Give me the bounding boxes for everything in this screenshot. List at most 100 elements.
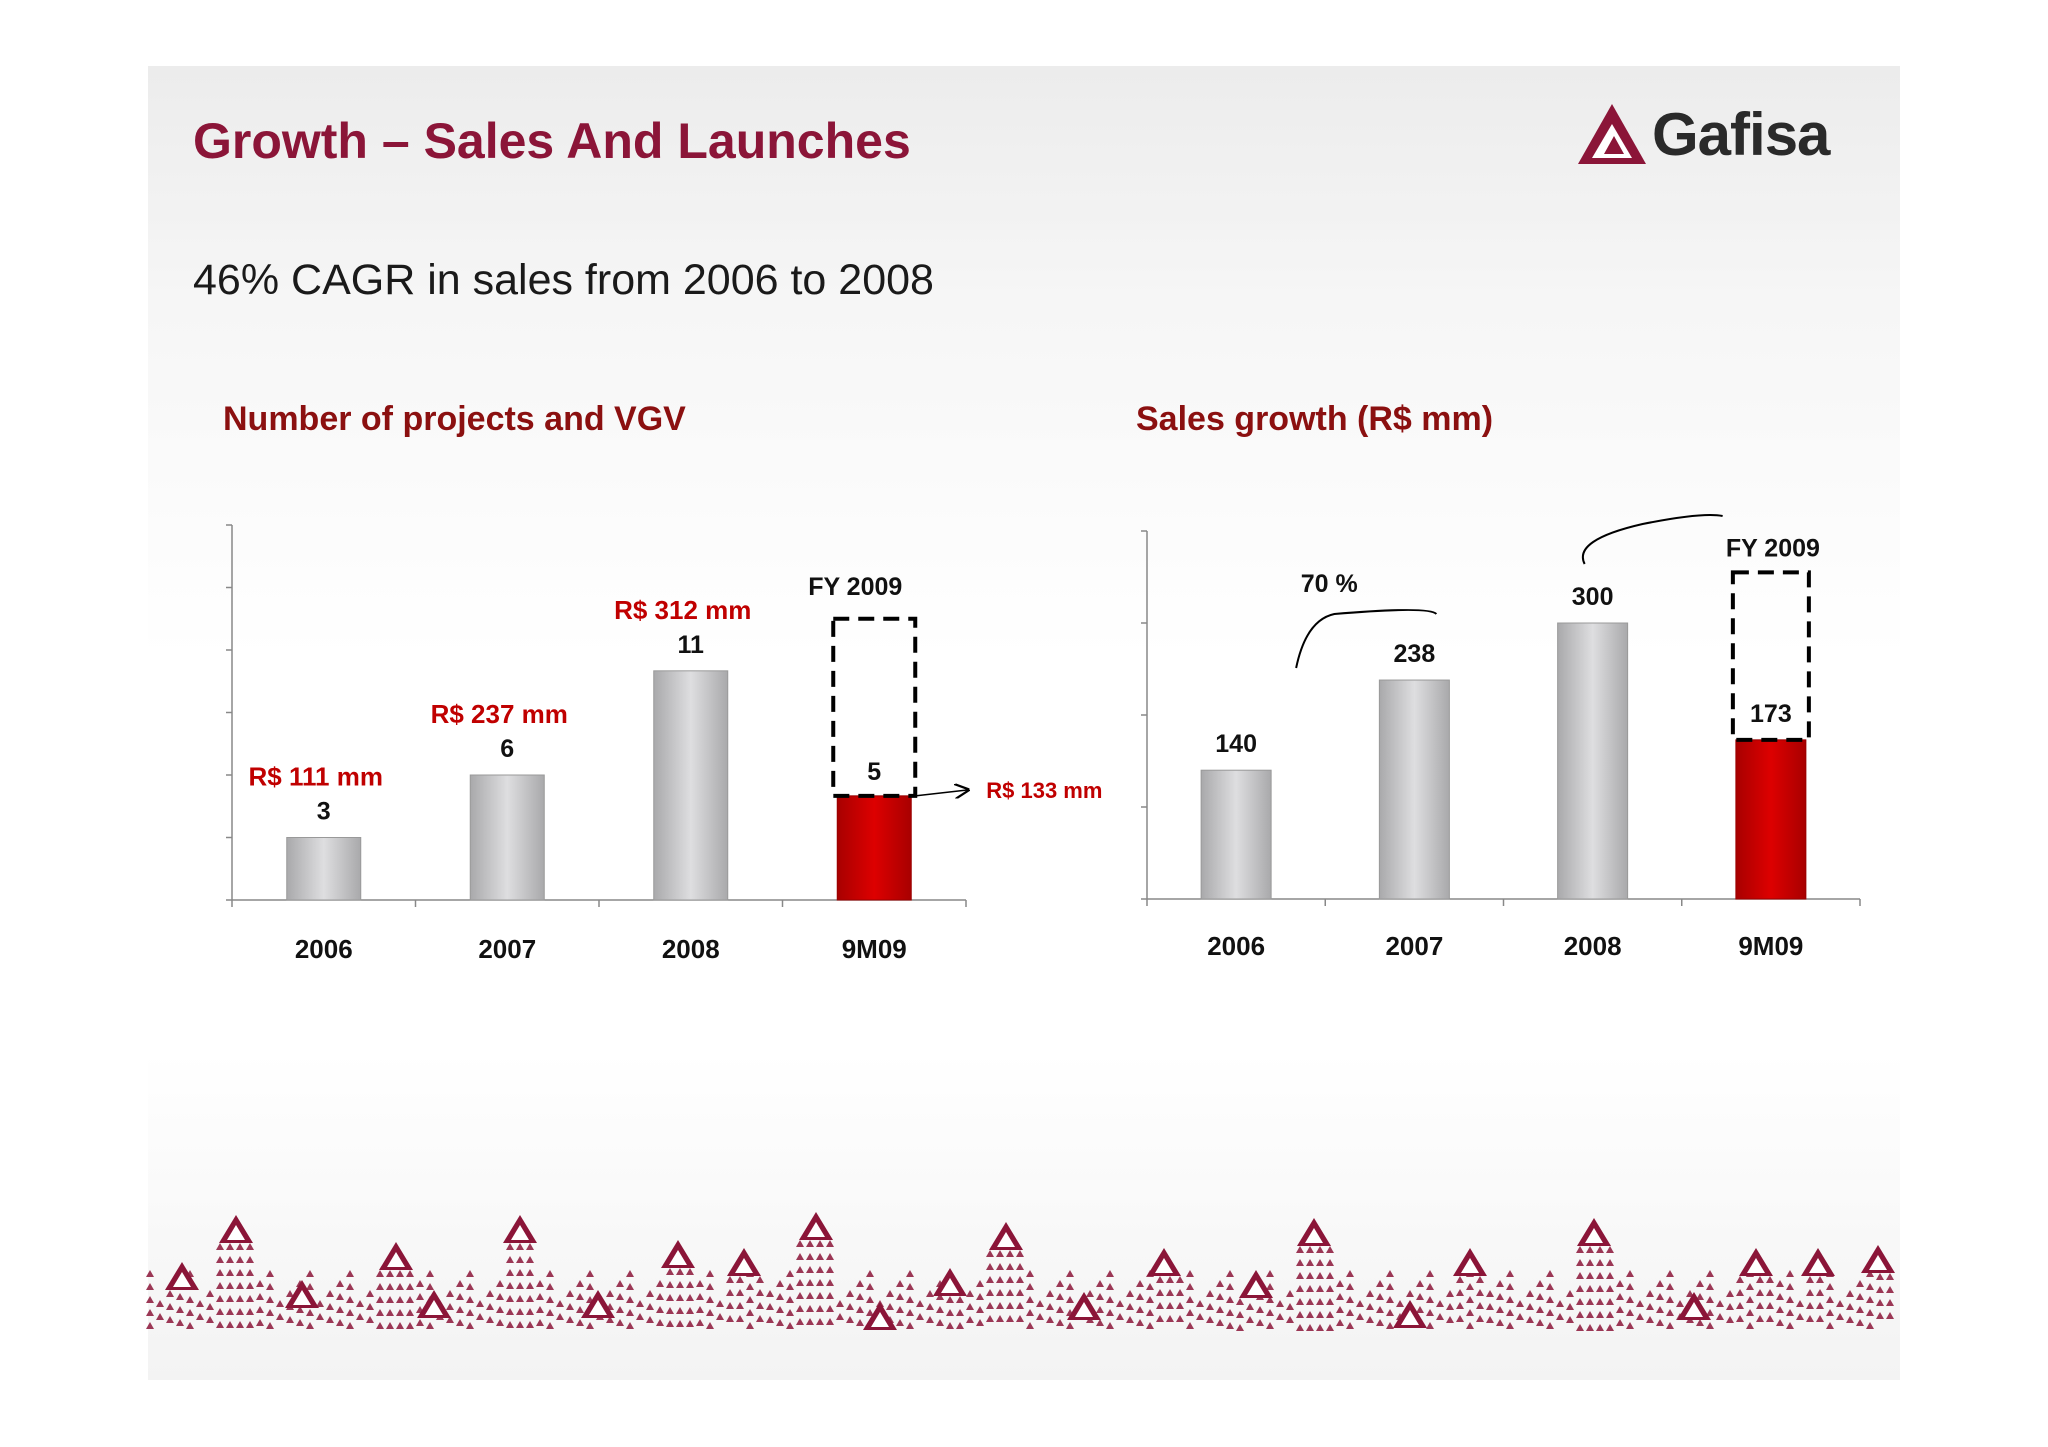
skyline-dot — [1056, 1306, 1064, 1313]
skyline-dot — [176, 1319, 184, 1326]
skyline-dot — [926, 1316, 934, 1323]
skyline-dot — [1496, 1319, 1504, 1326]
skyline-dot — [386, 1296, 394, 1303]
skyline-dot — [806, 1305, 814, 1312]
skyline-dot — [776, 1293, 784, 1300]
skyline-dot — [676, 1307, 684, 1314]
skyline-dot — [886, 1303, 894, 1310]
skyline-dot — [1426, 1296, 1434, 1303]
skyline-dot — [1486, 1303, 1494, 1310]
skyline-dot — [576, 1319, 584, 1326]
skyline-dot — [1806, 1315, 1814, 1322]
skyline-dot — [1866, 1309, 1874, 1316]
skyline-dot — [576, 1293, 584, 1300]
skyline-dot — [416, 1280, 424, 1287]
skyline-dot — [1856, 1319, 1864, 1326]
skyline-dot — [806, 1292, 814, 1299]
skyline-dot — [836, 1313, 844, 1320]
skyline-dot — [806, 1266, 814, 1273]
skyline-dot — [696, 1293, 704, 1300]
skyline-dot — [986, 1250, 994, 1257]
skyline-dot — [1546, 1322, 1554, 1329]
skyline-dot — [496, 1319, 504, 1326]
skyline-dot — [1886, 1273, 1894, 1280]
skyline-dot — [1746, 1296, 1754, 1303]
skyline-dot — [1826, 1296, 1834, 1303]
skyline-dot — [736, 1289, 744, 1296]
skyline-dot — [996, 1289, 1004, 1296]
skyline-dot — [756, 1276, 764, 1283]
skyline-dot — [1326, 1259, 1334, 1266]
skyline-logo-inner — [1247, 1280, 1265, 1295]
skyline-dot — [586, 1283, 594, 1290]
skyline-dot — [216, 1243, 224, 1250]
skyline-dot — [1426, 1283, 1434, 1290]
skyline-dot — [826, 1253, 834, 1260]
skyline-dot — [986, 1263, 994, 1270]
skyline-dot — [1696, 1293, 1704, 1300]
skyline-dot — [1416, 1293, 1424, 1300]
skyline-dot — [1376, 1306, 1384, 1313]
skyline-dot — [666, 1268, 674, 1275]
skyline-dot — [1416, 1280, 1424, 1287]
skyline-dot — [1476, 1276, 1484, 1283]
skyline-dot — [1006, 1302, 1014, 1309]
skyline-dot — [296, 1319, 304, 1326]
bar — [1557, 622, 1629, 900]
skyline-dot — [1306, 1298, 1314, 1305]
skyline-dot — [1376, 1280, 1384, 1287]
skyline-dot — [796, 1292, 804, 1299]
skyline-dot — [1126, 1316, 1134, 1323]
skyline-dot — [1316, 1246, 1324, 1253]
skyline-dot — [816, 1266, 824, 1273]
skyline-dot — [1786, 1322, 1794, 1329]
skyline-dot — [706, 1296, 714, 1303]
skyline-dot — [1706, 1322, 1714, 1329]
skyline-dot — [946, 1309, 954, 1316]
skyline-dot — [1616, 1280, 1624, 1287]
skyline-dot — [1026, 1309, 1034, 1316]
skyline-dot — [856, 1306, 864, 1313]
skyline-dot — [816, 1279, 824, 1286]
bar — [836, 795, 912, 901]
x-tick-label: 2008 — [1564, 931, 1622, 961]
skyline-dot — [536, 1293, 544, 1300]
skyline-dot — [366, 1303, 374, 1310]
skyline-dot — [1466, 1309, 1474, 1316]
skyline-dot — [1876, 1312, 1884, 1319]
skyline-dot — [856, 1280, 864, 1287]
skyline-dot — [1186, 1283, 1194, 1290]
skyline-dot — [1166, 1302, 1174, 1309]
skyline-dot — [1596, 1246, 1604, 1253]
skyline-dot — [616, 1319, 624, 1326]
skyline-dot — [856, 1293, 864, 1300]
skyline-dot — [696, 1280, 704, 1287]
skyline-dot — [826, 1292, 834, 1299]
skyline-dot — [406, 1270, 414, 1277]
skyline-logo-inner — [1305, 1228, 1323, 1243]
x-tick-label: 2006 — [1207, 931, 1265, 961]
skyline-dot — [306, 1283, 314, 1290]
skyline-dot — [1696, 1280, 1704, 1287]
skyline-dot — [1356, 1313, 1364, 1320]
skyline-dot — [246, 1282, 254, 1289]
skyline-dot — [1046, 1303, 1054, 1310]
x-tick-label: 9M09 — [1738, 931, 1803, 961]
skyline-logo-inner — [387, 1252, 405, 1267]
skyline-dot — [646, 1303, 654, 1310]
skyline-dot — [296, 1306, 304, 1313]
skyline-logo-inner — [669, 1250, 687, 1265]
skyline-dot — [1176, 1315, 1184, 1322]
skyline-dot — [1366, 1290, 1374, 1297]
skyline-dot — [226, 1321, 234, 1328]
skyline-dot — [586, 1322, 594, 1329]
skyline-dot — [1316, 1311, 1324, 1318]
fy-label: FY 2009 — [808, 573, 902, 601]
skyline-dot — [766, 1316, 774, 1323]
skyline-dot — [506, 1308, 514, 1315]
skyline-dot — [856, 1319, 864, 1326]
skyline-dot — [986, 1289, 994, 1296]
skyline-dot — [1296, 1285, 1304, 1292]
page-subtitle: 46% CAGR in sales from 2006 to 2008 — [193, 256, 934, 304]
callout-label: R$ 133 mm — [986, 778, 1102, 803]
